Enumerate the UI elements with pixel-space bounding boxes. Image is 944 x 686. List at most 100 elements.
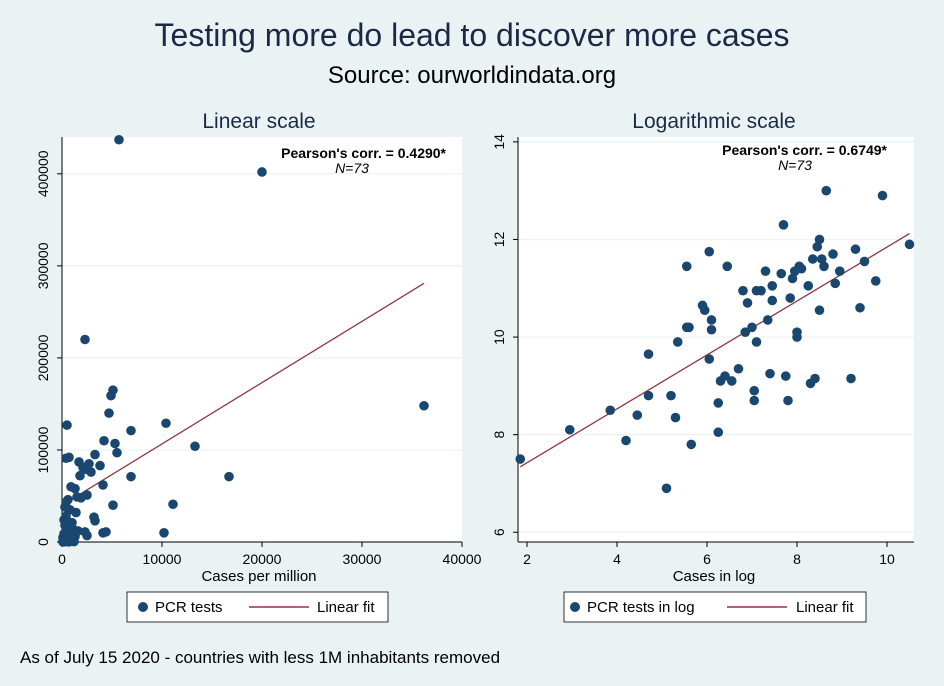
log-data-point — [877, 190, 888, 201]
log-data-point — [749, 395, 760, 406]
log-data-point — [726, 376, 737, 386]
log-legend-fit-label: Linear fit — [796, 599, 854, 616]
linear-data-point — [257, 167, 267, 177]
log-scale-panel: Logarithmic scale 6 8 10 12 14 2 4 6 8 10 Pearson… — [491, 110, 915, 623]
log-data-point — [859, 256, 870, 267]
log-data-point — [742, 298, 753, 308]
linear-data-point — [126, 471, 136, 482]
log-data-point — [785, 293, 796, 303]
log-y-tick-label: 12 — [491, 231, 507, 247]
log-y-tick-label: 14 — [491, 134, 507, 150]
log-data-point — [733, 363, 744, 374]
log-gridlines — [518, 141, 914, 533]
linear-corr-annotation: Pearson's corr. = 0.4290* — [281, 145, 446, 161]
linear-data-point — [106, 390, 116, 401]
linear-data-point — [90, 516, 100, 526]
linear-n-label: N=73 — [335, 160, 369, 176]
log-data-point — [821, 185, 832, 196]
log-x-tick-label: 4 — [613, 551, 621, 567]
log-data-point — [812, 241, 823, 252]
linear-fit-line — [61, 282, 425, 506]
log-data-point — [672, 337, 683, 347]
linear-data-point — [64, 537, 74, 547]
linear-y-tick-label: 400000 — [35, 150, 51, 197]
linear-data-point — [114, 134, 124, 145]
log-data-point — [749, 385, 760, 396]
log-data-point — [810, 373, 820, 384]
log-data-point — [699, 305, 710, 316]
linear-data-point — [71, 507, 81, 518]
linear-x-tick-label: 30000 — [343, 551, 382, 567]
log-data-point — [870, 276, 881, 286]
log-data-point — [747, 322, 757, 333]
log-data-point — [760, 266, 771, 276]
log-data-point — [796, 263, 807, 274]
linear-data-point — [224, 471, 234, 482]
log-data-point — [713, 398, 724, 408]
log-data-point — [756, 285, 766, 296]
log-data-point — [632, 410, 643, 420]
linear-data-point — [62, 420, 72, 430]
linear-legend-fit-label: Linear fit — [317, 599, 375, 616]
log-legend-marker — [570, 602, 580, 612]
linear-data-point — [104, 408, 114, 418]
log-data-point — [767, 295, 778, 306]
log-data-point — [778, 220, 789, 230]
linear-data-point — [75, 470, 85, 481]
log-panel-title: Logarithmic scale — [632, 110, 795, 133]
linear-plot-area — [62, 137, 462, 542]
log-data-point — [834, 266, 845, 276]
linear-y-tick-label: 100000 — [35, 426, 51, 473]
linear-x-tick-label: 0 — [58, 551, 66, 567]
log-fit-layer — [519, 233, 910, 468]
linear-y-tick-label: 200000 — [35, 334, 51, 381]
log-data-point — [803, 281, 814, 291]
linear-legend-points-label: PCR tests — [155, 599, 223, 616]
log-y-tick-label: 10 — [491, 329, 507, 345]
linear-y-tick-label: 0 — [35, 538, 51, 546]
log-data-point — [720, 371, 730, 381]
linear-panel-title: Linear scale — [202, 110, 315, 133]
linear-data-point — [99, 435, 109, 446]
log-data-point — [855, 302, 865, 313]
log-legend-points-label: PCR tests in log — [587, 599, 695, 616]
log-data-point — [846, 373, 856, 384]
log-data-point — [661, 483, 672, 494]
linear-data-point — [61, 453, 71, 464]
log-data-point — [814, 234, 825, 245]
linear-data-point — [98, 527, 108, 538]
linear-data-point — [159, 527, 169, 538]
linear-data-point — [82, 530, 92, 541]
log-data-point — [681, 261, 692, 272]
log-plot-area — [518, 137, 914, 542]
log-data-point — [738, 285, 748, 296]
log-data-point — [643, 349, 654, 359]
log-x-axis-title: Cases in log — [673, 568, 756, 585]
log-x-tick-label: 10 — [879, 551, 895, 567]
footnote: As of July 15 2020 - countries with less… — [20, 648, 500, 667]
linear-data-point — [80, 334, 90, 345]
linear-data-point — [161, 418, 171, 429]
log-data-point — [828, 249, 838, 259]
linear-data-point — [70, 483, 80, 494]
log-y-tick-label: 6 — [491, 528, 507, 536]
log-data-point — [605, 405, 616, 416]
linear-data-point — [190, 441, 200, 452]
linear-data-point — [419, 400, 429, 411]
log-data-point — [780, 371, 791, 381]
linear-data-point — [90, 449, 100, 460]
log-data-point — [783, 395, 793, 406]
linear-data-point — [126, 425, 136, 436]
log-y-tick-label: 8 — [491, 431, 507, 439]
log-data-point — [816, 254, 827, 264]
log-data-point — [706, 315, 717, 325]
figure-subtitle: Source: ourworldindata.org — [328, 62, 616, 89]
log-data-point — [704, 246, 715, 257]
linear-scale-panel: Linear scale 0 100000 200000 300000 400000 0 1… — [35, 110, 482, 623]
log-x-tick-label: 6 — [703, 551, 711, 567]
linear-data-point — [168, 499, 178, 510]
linear-fit-layer — [61, 282, 425, 506]
log-data-point — [686, 439, 697, 450]
log-data-point — [722, 261, 733, 272]
log-corr-annotation: Pearson's corr. = 0.6749* — [722, 142, 887, 158]
